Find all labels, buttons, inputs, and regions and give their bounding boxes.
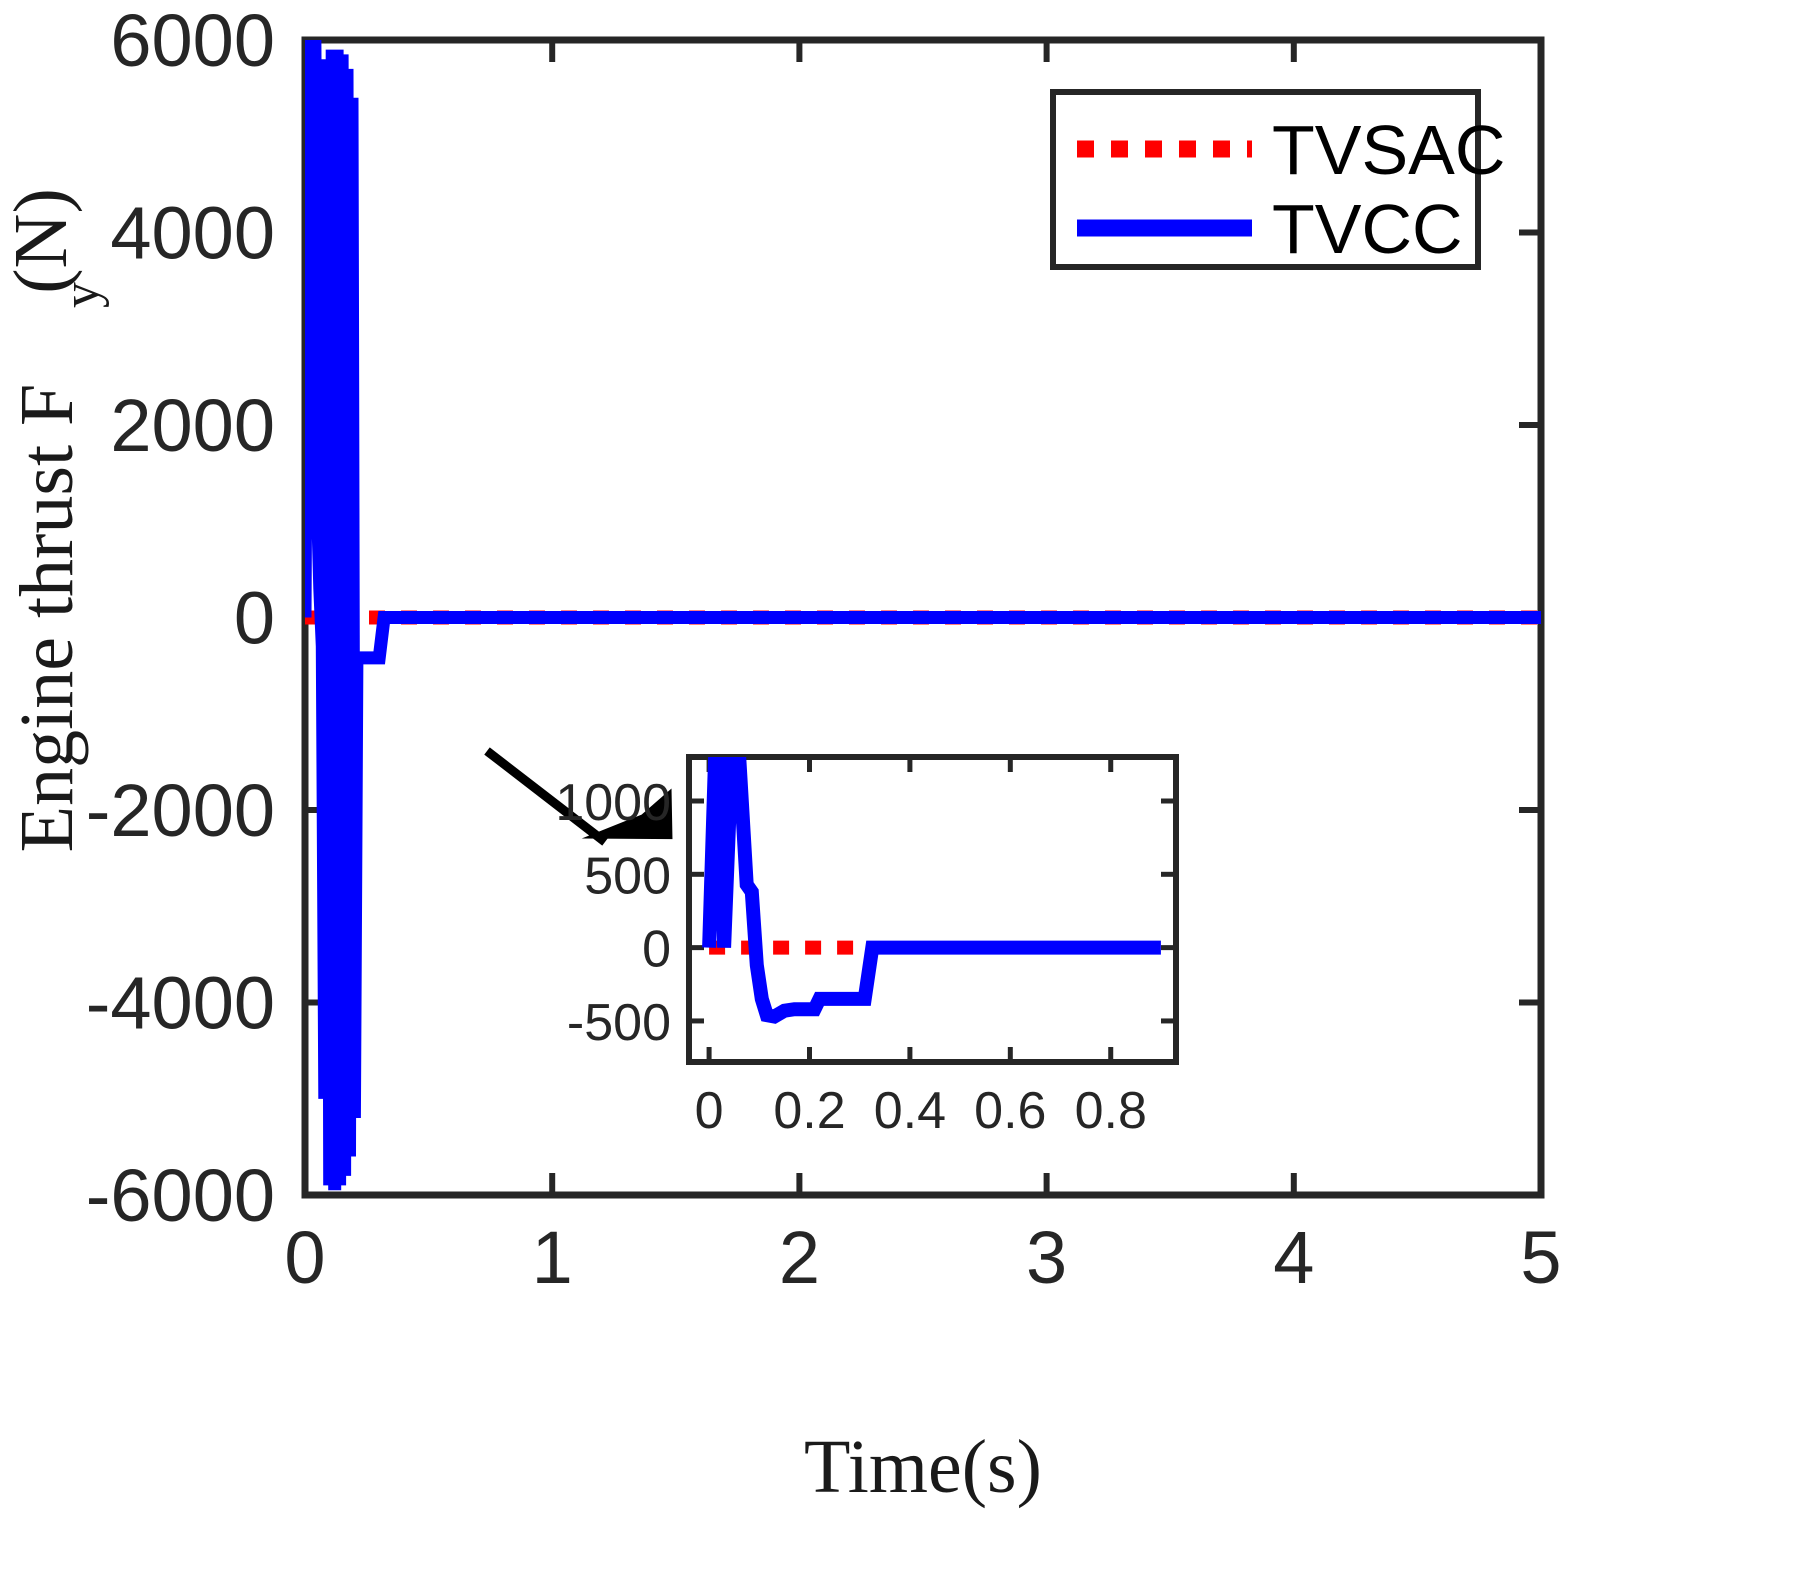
x-tick-label: 4: [1273, 1216, 1314, 1299]
inset-x-tick-label: 0.6: [974, 1082, 1046, 1140]
y-tick-label: -6000: [86, 1154, 275, 1237]
inset-x-tick-label: 0.4: [874, 1082, 946, 1140]
main-x-tick-labels: 0 1 2 3 4 5: [284, 1216, 1561, 1299]
inset-x-tick-label: 0: [695, 1082, 724, 1140]
inset-y-tick-label: 1000: [555, 774, 671, 832]
y-tick-label: -2000: [86, 769, 275, 852]
legend-label-tvsac[interactable]: TVSAC: [1272, 111, 1505, 189]
inset-axis-ticks: [689, 757, 1176, 1062]
inset-y-tick-labels: 1000 500 0 -500: [555, 774, 671, 1052]
x-tick-label: 2: [779, 1216, 820, 1299]
y-tick-label: -4000: [86, 962, 275, 1045]
y-tick-label: 4000: [110, 192, 275, 275]
legend-box: [1050, 89, 1481, 270]
callout-arrow: [484, 747, 673, 846]
x-tick-label: 0: [284, 1216, 325, 1299]
y-axis-title-units: (N): [0, 188, 83, 294]
inset-y-tick-label: -500: [567, 994, 671, 1052]
callout-arrow-shaft: [484, 747, 608, 846]
x-tick-label: 1: [532, 1216, 573, 1299]
callout-arrow-head: [581, 788, 673, 840]
inset-y-tick-label: 0: [642, 921, 671, 979]
y-tick-label: 6000: [110, 0, 275, 82]
y-axis-title: Engine thrust F: [5, 384, 89, 853]
inset-series-tvcc: [702, 757, 1161, 1024]
y-axis-title-group: Engine thrust F y (N): [0, 188, 110, 852]
x-tick-label: 3: [1026, 1216, 1067, 1299]
main-y-tick-labels: 6000 4000 2000 0 -2000 -4000 -6000: [86, 0, 275, 1237]
x-tick-label: 5: [1520, 1216, 1561, 1299]
inset-x-tick-label: 0.8: [1075, 1082, 1147, 1140]
y-axis-title-subscript: y: [53, 282, 110, 308]
inset-y-tick-label: 500: [584, 847, 671, 905]
legend[interactable]: TVSAC TVCC: [1050, 89, 1505, 270]
inset-x-tick-labels: 0 0.2 0.4 0.6 0.8: [695, 1082, 1147, 1140]
inset-data-series: [702, 757, 1161, 1024]
main-data-series: [305, 40, 1541, 1191]
y-tick-label: 2000: [110, 384, 275, 467]
inset-x-tick-label: 0.2: [773, 1082, 845, 1140]
x-axis-title: Time(s): [804, 1425, 1042, 1509]
legend-label-tvcc[interactable]: TVCC: [1272, 190, 1463, 268]
series-tvcc: [305, 40, 1541, 1191]
y-tick-label: 0: [234, 577, 275, 660]
